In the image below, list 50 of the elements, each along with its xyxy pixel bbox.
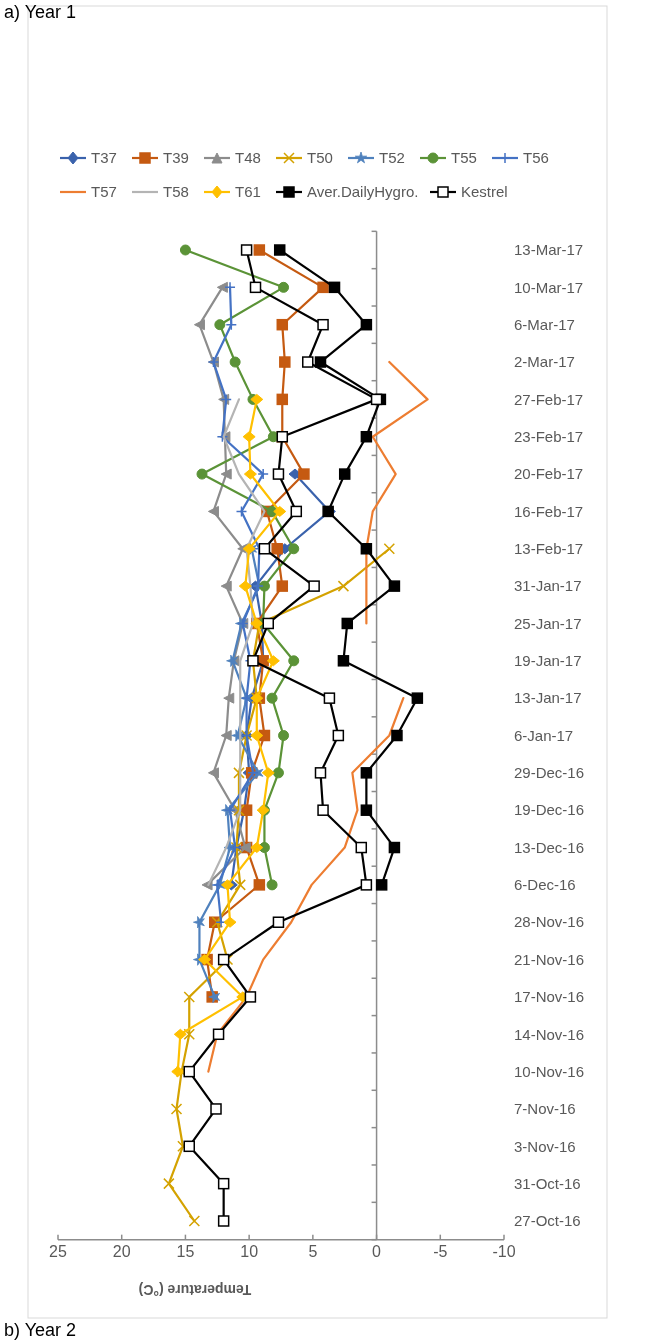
y-tick-label: 3-Nov-16 <box>514 1137 576 1155</box>
y-tick-label: 23-Feb-17 <box>514 427 584 445</box>
y-tick-label: 13-Jan-17 <box>514 689 582 707</box>
y-tick-label: 7-Nov-16 <box>514 1100 576 1118</box>
legend-label: Kestrel <box>461 183 508 201</box>
y-tick-label: 19-Dec-16 <box>514 801 585 819</box>
y-tick-label: 27-Oct-16 <box>514 1212 581 1230</box>
x-tick-label: 0 <box>372 1243 382 1261</box>
y-tick-label: 21-Nov-16 <box>514 950 585 968</box>
y-tick-label: 2-Mar-17 <box>514 353 575 371</box>
y-tick-label: 25-Jan-17 <box>514 614 582 632</box>
y-tick-label: 14-Nov-16 <box>514 1025 585 1043</box>
legend-label: T56 <box>523 149 549 167</box>
legend-label: T48 <box>235 149 261 167</box>
x-tick-label: -10 <box>492 1243 516 1261</box>
y-tick-label: 31-Jan-17 <box>514 577 582 595</box>
y-tick-label: 29-Dec-16 <box>514 764 585 782</box>
y-tick-label: 10-Mar-17 <box>514 278 584 296</box>
legend-label: T37 <box>91 149 117 167</box>
x-tick-label: 20 <box>112 1243 131 1261</box>
x-tick-label: 25 <box>49 1243 67 1261</box>
y-tick-label: 16-Feb-17 <box>514 502 584 520</box>
text: b) Year 2 <box>4 1320 77 1340</box>
legend-label: T39 <box>163 149 189 167</box>
y-tick-label: 13-Feb-17 <box>514 540 584 558</box>
legend-label: T55 <box>451 149 477 167</box>
y-tick-label: 27-Feb-17 <box>514 390 584 408</box>
legend-label: T58 <box>163 183 189 201</box>
x-tick-label: 10 <box>240 1243 259 1261</box>
y-tick-label: 17-Nov-16 <box>514 988 585 1006</box>
y-tick-label: 6-Jan-17 <box>514 726 574 744</box>
chart-title: a) Year 1 <box>4 2 77 22</box>
y-tick-label: 20-Feb-17 <box>514 465 584 483</box>
y-tick-label: 19-Jan-17 <box>514 652 582 670</box>
y-tick-label: 6-Dec-16 <box>514 876 576 894</box>
legend-label: T52 <box>379 149 405 167</box>
y-tick-label: 28-Nov-16 <box>514 913 585 931</box>
x-tick-label: 15 <box>176 1243 195 1261</box>
x-axis-title: Temperature (°C) <box>138 1281 252 1298</box>
y-tick-label: 13-Dec-16 <box>514 838 585 856</box>
x-tick-label: -5 <box>433 1243 448 1261</box>
legend-label: T57 <box>91 183 117 201</box>
y-tick-label: 6-Mar-17 <box>514 315 575 333</box>
legend-label: T50 <box>307 149 333 167</box>
y-tick-label: 31-Oct-16 <box>514 1174 581 1192</box>
x-tick-label: 5 <box>308 1243 318 1261</box>
y-tick-label: 10-Nov-16 <box>514 1062 585 1080</box>
legend-label: Aver.DailyHygro. <box>307 183 419 201</box>
legend-label: T61 <box>235 183 261 201</box>
y-tick-label: 13-Mar-17 <box>514 241 584 259</box>
